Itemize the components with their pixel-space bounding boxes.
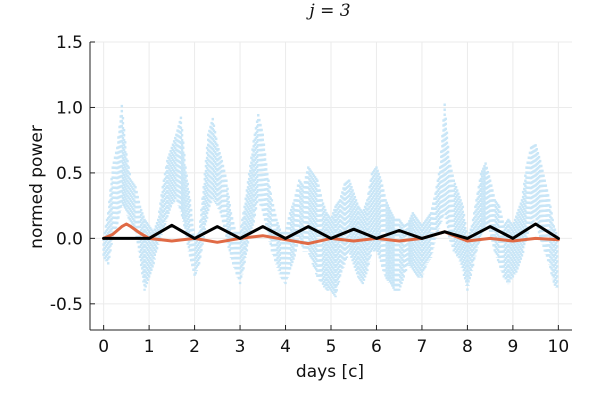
- y-tick-label: 0.0: [56, 229, 83, 249]
- x-tick-label: 6: [371, 337, 382, 357]
- y-axis-label: normed power: [27, 125, 47, 249]
- x-tick-label: 7: [417, 337, 428, 357]
- x-tick-label: 4: [280, 337, 291, 357]
- y-tick-label: 1.5: [56, 33, 83, 53]
- x-tick-label: 10: [548, 337, 570, 357]
- labels: j = 3 days [c] normed power: [27, 1, 364, 382]
- y-tick-label: 1.0: [56, 98, 83, 118]
- series-black-line: [102, 222, 560, 240]
- x-tick-label: 5: [326, 337, 337, 357]
- x-axis-label: days [c]: [296, 362, 364, 382]
- y-tick-label: 0.5: [56, 164, 83, 184]
- x-tick-label: 8: [462, 337, 473, 357]
- series-noisy-signal: [102, 103, 559, 298]
- x-tick-label: 9: [507, 337, 518, 357]
- ticks: 0 1 2 3 4 5 6 7 8 9 10 -0.5 0.0 0.5 1.0 1.5: [50, 33, 569, 357]
- x-tick-label: 0: [98, 337, 109, 357]
- chart-title: j = 3: [305, 1, 350, 21]
- series-layer: [102, 103, 560, 298]
- series-orange-line: [102, 222, 560, 246]
- x-tick-label: 1: [144, 337, 155, 357]
- x-tick-label: 2: [189, 337, 200, 357]
- x-tick-label: 3: [235, 337, 246, 357]
- y-tick-label: -0.5: [50, 295, 83, 315]
